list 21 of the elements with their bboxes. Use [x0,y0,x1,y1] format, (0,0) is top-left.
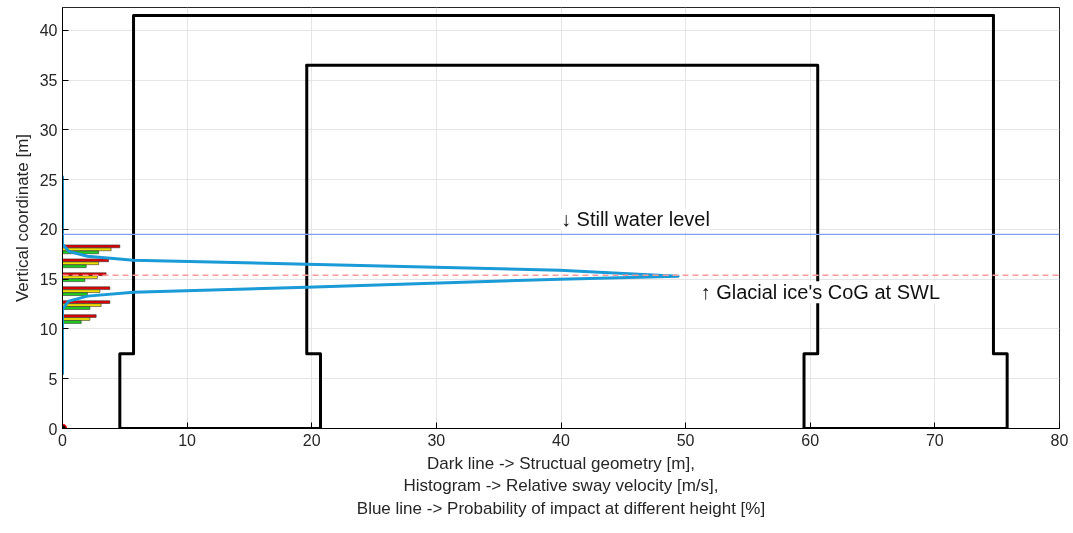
x-tick-label: 60 [801,431,820,449]
y-tick-label: 10 [39,320,58,338]
y-tick-label: 5 [48,370,58,388]
x-tick-label: 70 [925,431,944,449]
y-tick-label: 35 [39,72,58,90]
ref-line-label: ↑ Glacial ice's CoG at SWL [700,281,941,304]
y-tick-label: 15 [39,271,58,289]
y-tick-label: 0 [48,420,58,438]
x-tick-label: 80 [1050,431,1069,449]
x-tick-label: 10 [178,431,197,449]
y-tick-label: 30 [39,121,58,139]
x-tick-label: 50 [676,431,695,449]
y-tick-label: 25 [39,171,58,189]
x-tick-label: 30 [427,431,446,449]
x-tick-label: 40 [552,431,570,449]
y-tick-label: 40 [39,22,58,40]
ref-line-label: ↓ Still water level [561,208,710,231]
x-tick-label: 20 [302,431,321,449]
y-axis-title: Vertical coordinate [m] [12,133,32,303]
x-axis-title: Dark line -> Structual geometry [m], Histogram -> Relative sway velocity [m/s], Blue line -> Probability of impact at different height [%] [356,453,766,519]
y-tick-label: 20 [39,221,58,239]
